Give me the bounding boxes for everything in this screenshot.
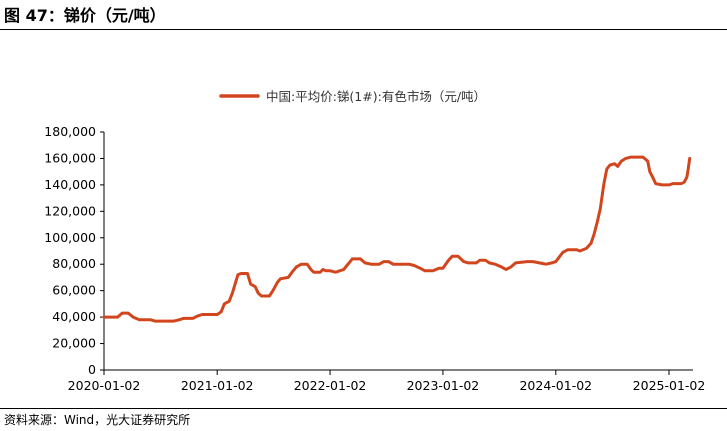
title-rule (0, 29, 727, 30)
x-axis-ticks: 2020-01-02 2021-01-02 2022-01-02 2023-01-02… (68, 370, 706, 393)
figure-title: 图 47：锑价（元/吨） (4, 6, 166, 25)
x-tick-label: 2022-01-02 (294, 378, 367, 393)
y-tick-label: 60,000 (52, 283, 96, 298)
y-tick-label: 180,000 (44, 124, 96, 139)
x-tick-label: 2025-01-02 (633, 378, 706, 393)
x-tick-label: 2023-01-02 (407, 378, 480, 393)
y-tick-label: 80,000 (52, 256, 96, 271)
series-line-antimony-price (102, 155, 692, 323)
y-tick-label: 140,000 (44, 177, 96, 192)
legend-label: 中国:平均价:锑(1#):有色市场（元/吨） (266, 89, 486, 104)
chart-axes (103, 132, 693, 371)
y-tick-label: 20,000 (52, 336, 96, 351)
y-tick-label: 120,000 (44, 203, 96, 218)
x-tick-label: 2020-01-02 (68, 378, 141, 393)
source-rule (0, 408, 727, 409)
y-axis-ticks: 0 20,000 40,000 60,000 80,000 100,000 120,000 1… (44, 124, 104, 377)
y-tick-label: 160,000 (44, 150, 96, 165)
y-tick-label: 100,000 (44, 230, 96, 245)
x-tick-label: 2024-01-02 (519, 378, 592, 393)
series-layer (102, 155, 692, 323)
x-tick-label: 2021-01-02 (181, 378, 254, 393)
y-tick-label: 40,000 (52, 309, 96, 324)
source-note: 资料来源：Wind，光大证券研究所 (4, 413, 191, 427)
y-tick-label: 0 (88, 362, 96, 377)
chart-legend: 中国:平均价:锑(1#):有色市场（元/吨） (219, 89, 486, 104)
